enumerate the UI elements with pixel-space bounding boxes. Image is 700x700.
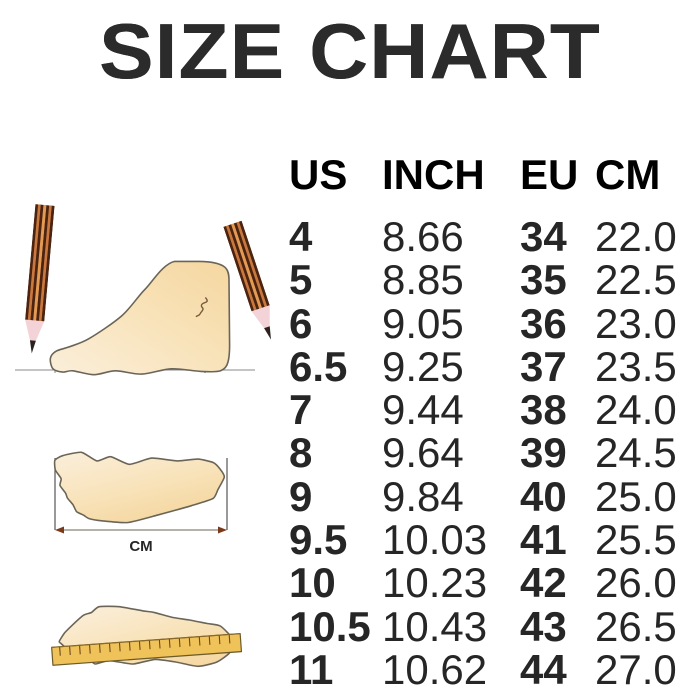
svg-text:CM: CM xyxy=(129,538,152,555)
